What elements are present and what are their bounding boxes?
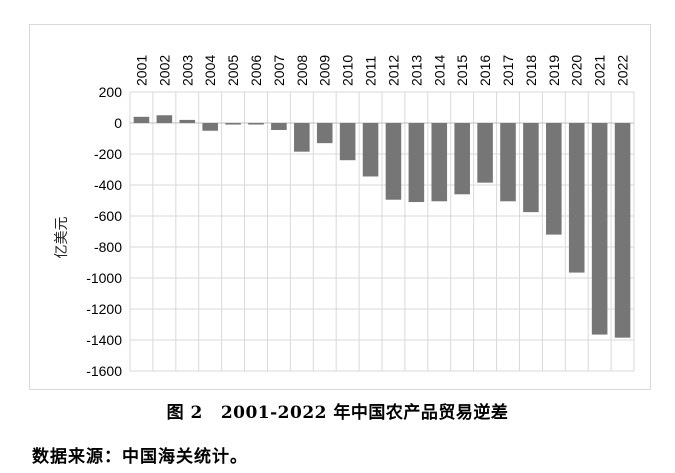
y-tick-label: -800: [94, 239, 122, 255]
bar: [546, 123, 562, 235]
bar: [431, 123, 448, 202]
y-tick-label: -1200: [86, 301, 122, 317]
x-tick-label: 2013: [408, 55, 424, 86]
x-tick-label: 2008: [294, 55, 310, 86]
x-tick-label: 2004: [202, 55, 218, 86]
bar: [500, 123, 516, 202]
bar: [339, 123, 356, 161]
x-tick-label: 2012: [385, 55, 401, 86]
bar: [248, 123, 264, 125]
x-tick-label: 2007: [271, 55, 287, 86]
bar: [568, 123, 585, 273]
y-tick-label: -1600: [86, 363, 122, 379]
y-tick-label: -600: [94, 208, 122, 224]
y-tick-label: 0: [114, 115, 122, 131]
bar: [156, 115, 173, 123]
x-tick-label: 2003: [179, 55, 195, 86]
x-tick-label: 2018: [523, 55, 539, 86]
bar: [408, 123, 425, 203]
bar: [294, 123, 310, 152]
x-tick-label: 2020: [569, 55, 585, 86]
bar: [202, 123, 218, 131]
y-tick-label: -1000: [86, 270, 122, 286]
bar: [523, 123, 539, 213]
bar: [477, 123, 493, 183]
x-tick-label: 2022: [615, 55, 631, 86]
bar: [614, 123, 631, 338]
figure-title: 2001-2022 年中国农产品贸易逆差: [220, 403, 509, 423]
y-tick-label: -400: [94, 177, 122, 193]
bar-chart: 200 0 -200 -400 -600 -800 -1000 -1200 -1400 -1600…: [54, 55, 635, 379]
bar: [454, 123, 470, 195]
x-tick-label: 2002: [156, 55, 172, 86]
x-tick-label: 2005: [225, 55, 241, 86]
y-tick-label: 200: [99, 84, 123, 100]
x-tick-label: 2015: [454, 55, 470, 86]
y-tick-label: -1400: [86, 332, 122, 348]
x-tick-label: 2014: [431, 55, 447, 86]
bar: [271, 123, 287, 130]
x-tick-label: 2010: [340, 55, 356, 86]
x-tick-label: 2019: [546, 55, 562, 86]
bar: [591, 123, 608, 335]
data-source-note: 数据来源：中国海关统计。: [32, 447, 248, 467]
x-tick-label: 2009: [317, 55, 333, 86]
x-tick-label: 2006: [248, 55, 264, 86]
figure-number: 图 2: [166, 403, 203, 423]
x-tick-label: 2021: [592, 55, 608, 86]
x-tick-label: 2001: [133, 55, 149, 86]
bar: [362, 123, 379, 177]
bar: [179, 119, 196, 123]
y-tick-label: -200: [94, 146, 122, 162]
bar: [316, 123, 333, 144]
y-axis-title: 亿美元: [54, 217, 70, 259]
x-tick-label: 2011: [363, 56, 379, 86]
bar: [133, 116, 150, 123]
x-tick-label: 2016: [477, 55, 493, 86]
x-tick-label: 2017: [500, 55, 516, 86]
bar: [225, 123, 241, 125]
bar: [385, 123, 402, 200]
figure-caption: 图 2 2001-2022 年中国农产品贸易逆差: [0, 398, 675, 423]
